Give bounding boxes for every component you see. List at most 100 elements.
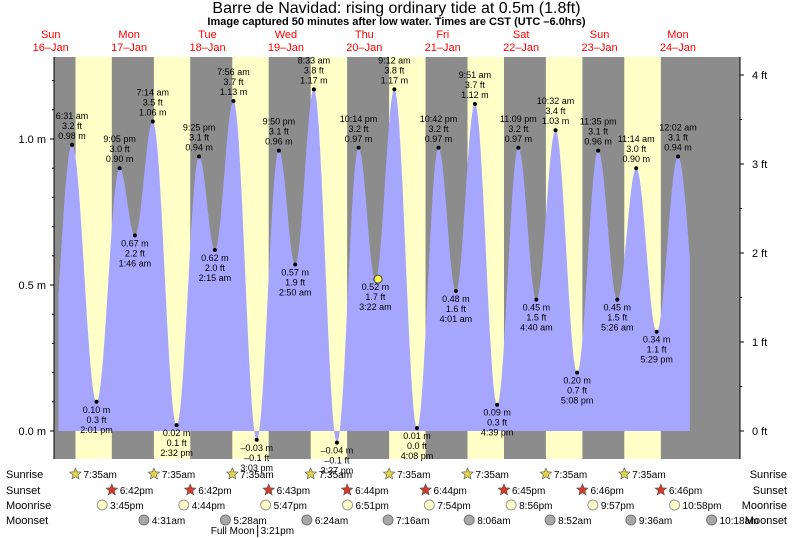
high-tide-time: 9:05 pm [103, 134, 136, 144]
moonset-time: 6:24am [315, 516, 348, 527]
sunrise-time: 7:35am [632, 470, 665, 481]
high-tide-meters: 0.97 m [505, 134, 533, 144]
moonrise-icon [505, 499, 517, 511]
high-tide-meters: 1.03 m [542, 116, 570, 126]
day-of-week-label: Sun [41, 29, 61, 41]
low-tide-point [174, 423, 179, 428]
day-of-week-label: Sat [513, 29, 530, 41]
moonrise-icon [342, 499, 354, 511]
low-tide-meters: 0.02 m [163, 428, 191, 438]
y-tick-label-left: 0.0 m [18, 426, 46, 438]
moonset-time: 8:06am [477, 516, 510, 527]
moon-phase-label: Full Moon [211, 526, 255, 537]
high-tide-meters: 1.12 m [461, 90, 489, 100]
sunrise-time: 7:35am [476, 470, 509, 481]
low-tide-time: 4:08 pm [401, 451, 434, 461]
high-tide-time: 7:14 am [136, 87, 169, 97]
high-tide-point [276, 148, 281, 153]
high-tide-point [472, 101, 477, 106]
moonset-icon [706, 514, 718, 526]
low-tide-meters: 0.20 m [563, 376, 591, 386]
moonset-icon [625, 514, 637, 526]
moonrise-icon [260, 499, 272, 511]
sunset-time: 6:42pm [120, 486, 153, 497]
chart-subtitle: Image captured 50 minutes after low wate… [207, 16, 586, 28]
high-tide-point [117, 166, 122, 171]
row-label-moonset-left: Moonset [6, 515, 48, 527]
high-tide-feet: 3.1 ft [668, 133, 689, 143]
high-tide-point [150, 119, 155, 124]
low-tide-time: 5:29 pm [640, 355, 673, 365]
low-tide-meters: –0.03 m [240, 443, 273, 453]
sunset-time: 6:45pm [512, 486, 545, 497]
sunset-time: 6:44pm [434, 486, 467, 497]
high-tide-meters: 0.90 m [106, 154, 134, 164]
low-tide-time: 2:15 am [199, 273, 232, 283]
moonset-icon [463, 514, 475, 526]
sunrise-time: 7:35am [84, 470, 117, 481]
moonset-time: 10:18am [720, 516, 759, 527]
moonrise-time: 6:51pm [356, 501, 389, 512]
high-tide-meters: 1.17 m [381, 75, 409, 85]
high-tide-feet: 3.2 ft [428, 124, 449, 134]
low-tide-point [534, 297, 539, 302]
low-tide-meters: 0.67 m [121, 238, 149, 248]
low-tide-feet: 0.3 ft [487, 418, 508, 428]
high-tide-meters: 0.97 m [425, 134, 453, 144]
chart-title: Barre de Navidad: rising ordinary tide a… [212, 0, 581, 17]
high-tide-meters: 1.17 m [300, 75, 328, 85]
day-of-week-label: Tue [198, 29, 217, 41]
low-tide-meters: 0.09 m [483, 408, 511, 418]
sunrise-time: 7:35am [162, 470, 195, 481]
current-tide-marker [373, 274, 383, 284]
high-tide-feet: 3.8 ft [304, 65, 325, 75]
low-tide-feet: 1.9 ft [285, 278, 306, 288]
date-label: 21–Jan [425, 42, 461, 54]
high-tide-time: 9:12 am [378, 55, 411, 65]
moonrise-icon [423, 499, 435, 511]
row-label-moonrise-right: Moonrise [742, 500, 787, 512]
moonrise-time: 3:45pm [110, 501, 143, 512]
high-tide-time: 8:33 am [298, 55, 331, 65]
low-tide-feet: 1.6 ft [446, 304, 467, 314]
high-tide-time: 10:42 pm [420, 114, 458, 124]
moonset-time: 7:16am [396, 516, 429, 527]
low-tide-feet: 0.7 ft [567, 386, 588, 396]
high-tide-time: 9:25 pm [183, 123, 216, 133]
moonset-icon [544, 514, 556, 526]
high-tide-time: 12:02 am [659, 123, 697, 133]
day-of-week-label: Mon [667, 29, 688, 41]
y-tick-label-right: 4 ft [752, 70, 767, 82]
low-tide-meters: 0.52 m [362, 282, 390, 292]
low-tide-meters: 0.45 m [604, 303, 632, 313]
date-label: 19–Jan [268, 42, 304, 54]
low-tide-point [132, 233, 137, 238]
moon-phase-time: 3:21pm [261, 526, 294, 537]
sunrise-star-icon [225, 467, 239, 480]
high-tide-time: 11:35 pm [580, 117, 617, 127]
high-tide-point [70, 142, 75, 147]
sunrise-time: 7:35am [397, 470, 430, 481]
row-label-sunrise-right: Sunrise [750, 469, 787, 481]
sunset-star-icon [105, 483, 119, 496]
low-tide-meters: –0.04 m [321, 446, 354, 456]
low-tide-feet: 1.5 ft [526, 313, 547, 323]
moonrise-time: 7:54pm [437, 501, 470, 512]
y-tick-label-right: 1 ft [752, 337, 767, 349]
moonrise-icon [587, 499, 599, 511]
moonset-time: 5:28am [233, 516, 266, 527]
high-tide-point [392, 87, 397, 92]
low-tide-feet: 2.0 ft [205, 263, 226, 273]
high-tide-meters: 0.94 m [664, 143, 692, 153]
date-label: 16–Jan [33, 42, 69, 54]
low-tide-point [334, 440, 339, 445]
date-label: 22–Jan [503, 42, 539, 54]
high-tide-point [596, 148, 601, 153]
sunrise-star-icon [461, 467, 474, 480]
sunrise-star-icon [382, 467, 396, 480]
high-tide-time: 7:56 am [217, 67, 250, 77]
date-label: 23–Jan [581, 42, 617, 54]
high-tide-feet: 3.5 ft [143, 97, 164, 107]
moonset-icon [219, 514, 231, 526]
